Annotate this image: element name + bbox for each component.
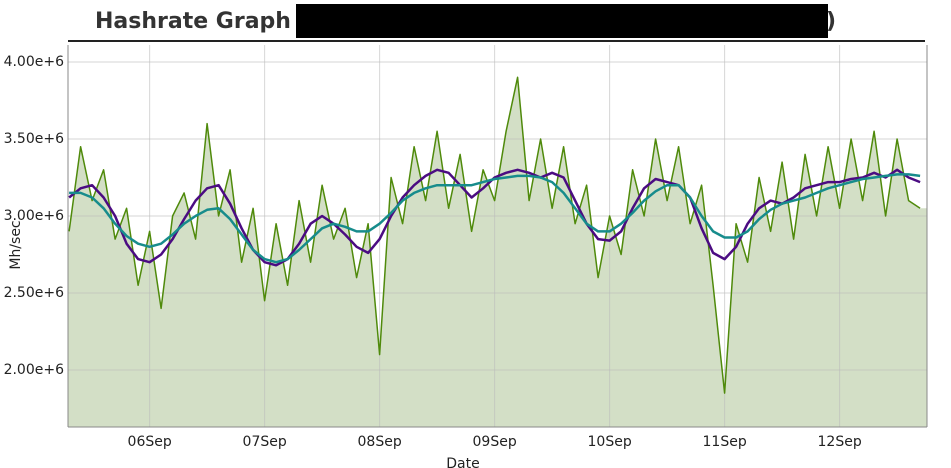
line [69,173,921,264]
x-tick-label: 07Sep [243,434,287,450]
x-tick-label: 08Sep [358,434,402,450]
y-tick-label: 2.00e+6 [4,362,65,378]
y-tick-label: 3.50e+6 [4,131,65,147]
y-tick-label: 3.00e+6 [4,208,65,224]
y-tick-label: 2.50e+6 [4,285,65,301]
redaction [296,4,828,38]
chart-title-end: ) [826,9,836,34]
y-axis-label: Mh/sec [8,220,24,269]
y-tick-label: 4.00e+6 [4,54,65,70]
area [68,77,927,428]
chart-title: Hashrate Graph ( [95,9,309,34]
x-tick-label: 06Sep [128,434,172,450]
x-tick-label: 12Sep [818,434,862,450]
line [68,168,921,267]
x-tick-label: 09Sep [473,434,517,450]
line [68,76,921,394]
x-axis-label: Date [446,456,479,468]
x-tick-label: 11Sep [703,434,747,450]
x-tick-label: 10Sep [588,434,632,450]
